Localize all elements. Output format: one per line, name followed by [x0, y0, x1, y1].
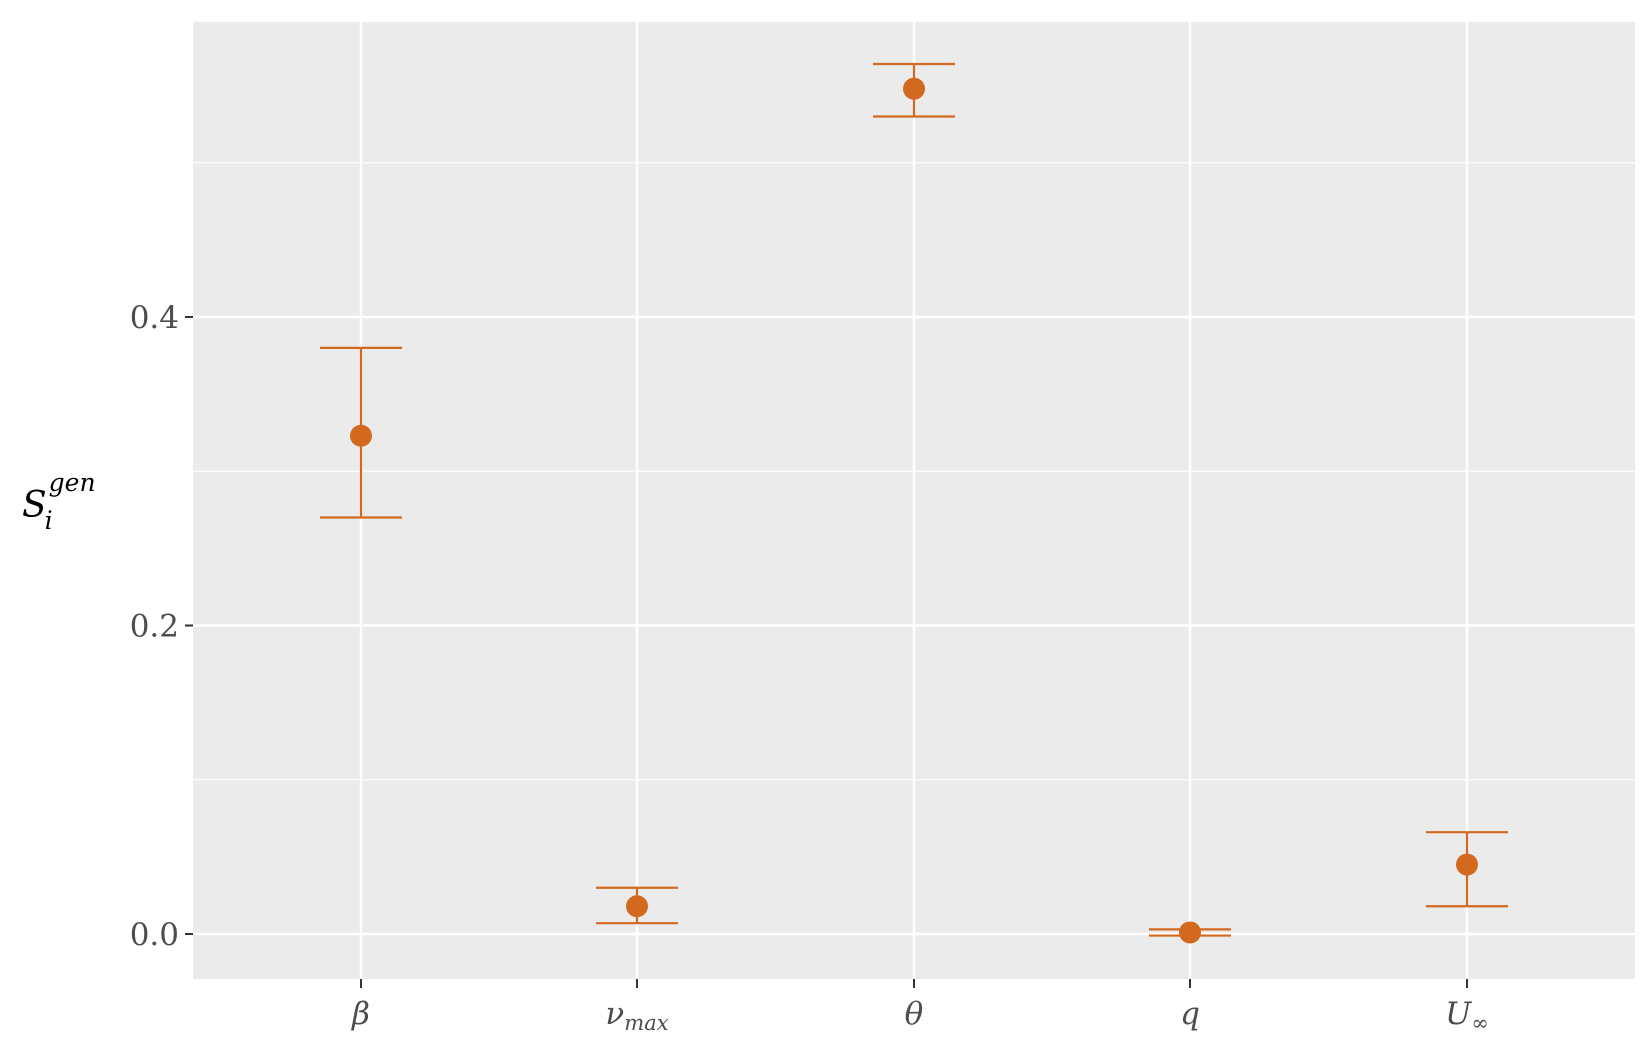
x-tick-label: q [1180, 996, 1200, 1032]
x-tick-label: θ [905, 996, 924, 1032]
x-tick-label-main: θ [905, 996, 924, 1032]
x-tick-label: U∞ [1445, 996, 1489, 1035]
x-tick-label-main: ν [605, 996, 624, 1032]
data-layer [320, 62, 1508, 944]
data-point [903, 77, 925, 100]
y-axis-label-main: S [22, 485, 47, 526]
axis-ticks: 0.0 0.2 0.4 β νmax θ q U∞ [130, 300, 1489, 1035]
data-point [350, 424, 372, 447]
y-tick-label: 0.2 [130, 609, 179, 645]
y-axis-label: Si gen [22, 468, 96, 535]
y-axis-label-sup: gen [49, 468, 96, 497]
data-point [626, 895, 648, 918]
x-tick-label-main: β [351, 996, 370, 1032]
x-tick-label: νmax [605, 996, 668, 1035]
y-tick-label: 0.4 [130, 300, 179, 336]
y-axis-label-sub: i [45, 506, 53, 535]
grid-lines [193, 22, 1635, 979]
y-tick-label: 0.0 [130, 917, 179, 953]
x-tick-label-main: U [1445, 996, 1472, 1032]
x-tick-label-sub: max [624, 1011, 668, 1035]
x-tick-label-main: q [1180, 996, 1200, 1032]
data-point [1179, 921, 1201, 944]
x-tick-label-sub: ∞ [1471, 1011, 1489, 1035]
x-tick-label: β [351, 996, 370, 1032]
data-point [1456, 853, 1478, 876]
